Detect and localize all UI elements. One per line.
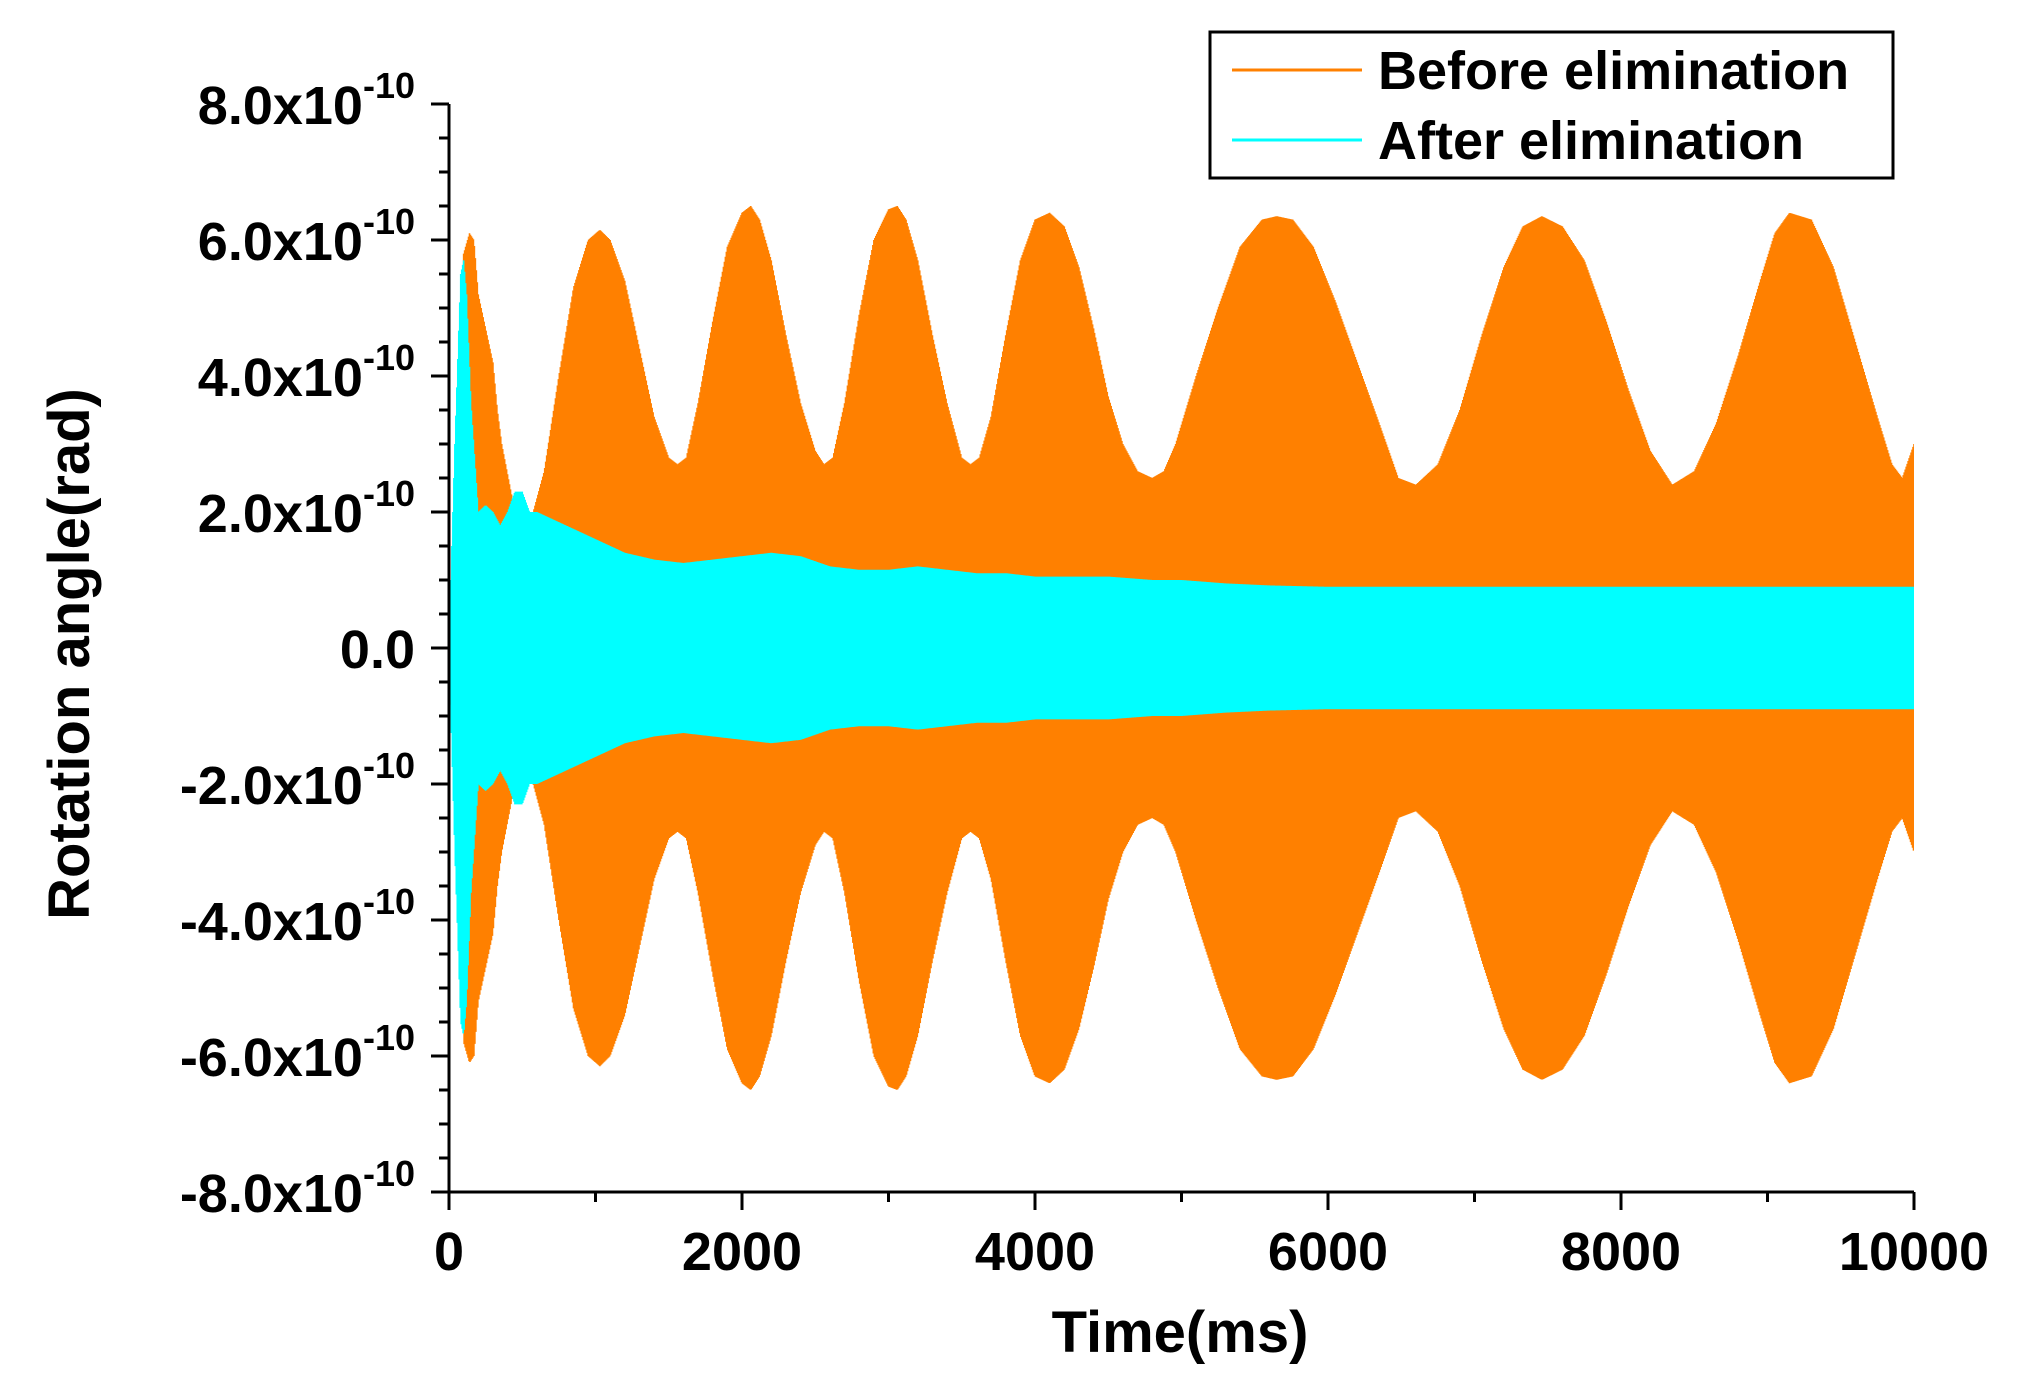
legend-label-after: After elimination [1378,111,1804,171]
y-tick-label: -4.0x10-10 [180,881,415,952]
y-tick-label: 6.0x10-10 [198,201,415,272]
series-after-elimination [449,260,1914,1034]
series-before-elimination [449,205,1914,1090]
x-tick-label: 2000 [682,1222,802,1282]
y-tick-label: -6.0x10-10 [180,1017,415,1088]
x-axis-title: Time(ms) [1052,1300,1309,1365]
series-line-after [449,260,1914,1034]
y-tick-label: -8.0x10-10 [180,1153,415,1224]
x-tick-label: 6000 [1268,1222,1388,1282]
legend: Before elimination After elimination [1208,30,1895,180]
y-tick-label: -2.0x10-10 [180,745,415,816]
ticks [431,102,1916,1210]
x-tick-label: 0 [434,1222,464,1282]
y-tick-label: 8.0x10-10 [198,65,415,136]
plot-data [449,205,1914,1090]
y-axis-title: Rotation angle(rad) [37,388,102,920]
y-tick-label: 2.0x10-10 [198,473,415,544]
x-tick-label: 10000 [1839,1222,1989,1282]
y-tick-label: 0.0 [340,620,415,680]
legend-box [1208,30,1895,180]
legend-label-before: Before elimination [1378,41,1849,101]
y-tick-labels: 8.0x10-10 6.0x10-10 4.0x10-10 2.0x10-10 0.0 -… [180,65,415,1224]
x-tick-label: 8000 [1561,1222,1681,1282]
y-tick-label: 4.0x10-10 [198,337,415,408]
x-tick-labels: 0 2000 4000 6000 8000 10000 [434,1222,1989,1282]
x-tick-label: 4000 [975,1222,1095,1282]
series-line-before [449,205,1914,1090]
